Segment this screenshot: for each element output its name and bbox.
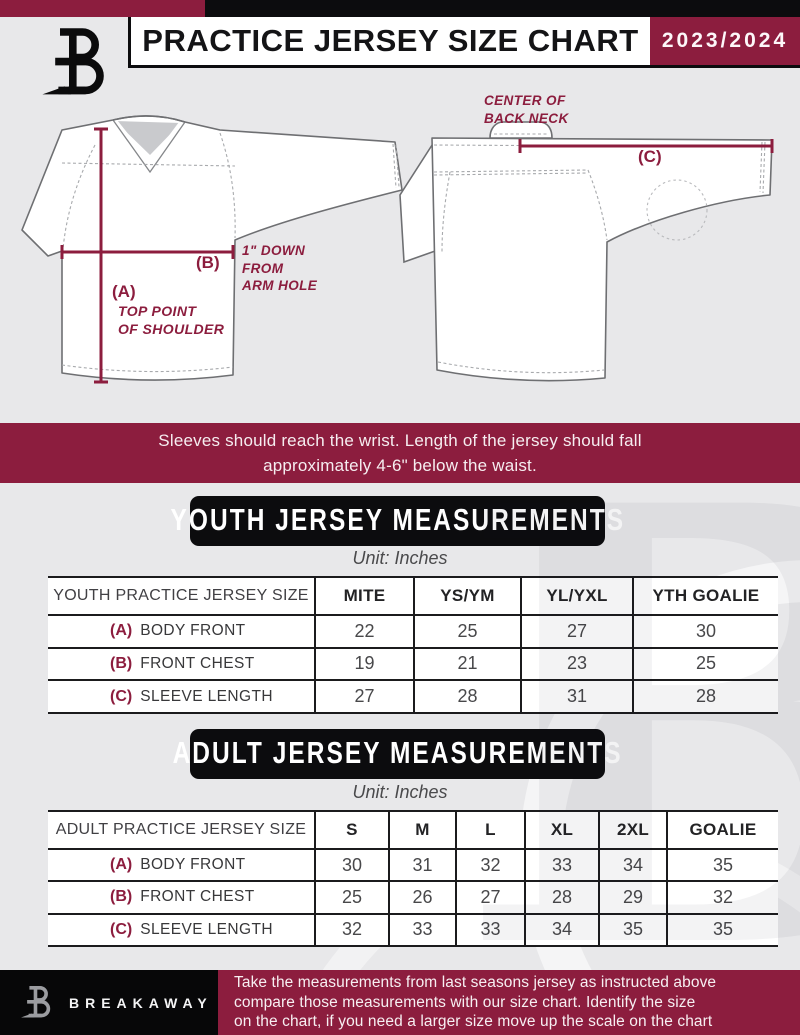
adult-size-table: ADULT PRACTICE JERSEY SIZE S M L XL 2XL … <box>48 810 778 947</box>
notice-line-1: Sleeves should reach the wrist. Length o… <box>158 431 642 450</box>
title-bar: PRACTICE JERSEY SIZE CHART <box>128 17 650 68</box>
table-header-cell: YTH GOALIE <box>634 576 778 616</box>
back-jersey-diagram <box>399 121 774 382</box>
table-cell: 28 <box>415 681 522 714</box>
table-cell: 29 <box>600 882 668 915</box>
table-header-cell: YS/YM <box>415 576 522 616</box>
table-cell: 32 <box>316 914 390 947</box>
table-cell: 31 <box>390 850 457 883</box>
top-strip-maroon <box>0 0 205 17</box>
adult-unit-label: Unit: Inches <box>352 782 448 802</box>
table-cell: 35 <box>600 914 668 947</box>
table-cell: 27 <box>457 882 526 915</box>
table-row-label: (C) SLEEVE LENGTH <box>48 914 316 947</box>
table-header-cell: 2XL <box>600 810 668 850</box>
table-header-cell: S <box>316 810 390 850</box>
table-header-cell: L <box>457 810 526 850</box>
table-cell: 33 <box>457 914 526 947</box>
table-header-cell: XL <box>526 810 600 850</box>
table-cell: 25 <box>634 649 778 682</box>
footer-instructions-block: Take the measurements from last seasons … <box>218 970 800 1035</box>
table-cell: 28 <box>634 681 778 714</box>
table-cell: 25 <box>415 616 522 649</box>
page-title: PRACTICE JERSEY SIZE CHART <box>142 23 639 58</box>
table-cell: 34 <box>526 914 600 947</box>
table-cell: 32 <box>668 882 778 915</box>
table-cell: 27 <box>316 681 415 714</box>
table-row-label: (A) BODY FRONT <box>48 616 316 649</box>
table-header-cell: M <box>390 810 457 850</box>
table-header-cell: GOALIE <box>668 810 778 850</box>
adult-section-header: ADULT JERSEY MEASUREMENTS <box>173 729 620 779</box>
brand-wordmark: BREAKAWAY <box>69 994 213 1011</box>
table-header-cell: YOUTH PRACTICE JERSEY SIZE <box>48 576 316 616</box>
table-header-cell: YL/YXL <box>522 576 634 616</box>
youth-size-table: YOUTH PRACTICE JERSEY SIZE MITE YS/YM YL… <box>48 576 778 714</box>
table-cell: 28 <box>526 882 600 915</box>
breakaway-monogram-icon <box>30 24 122 104</box>
table-cell: 32 <box>457 850 526 883</box>
table-header-cell: MITE <box>316 576 415 616</box>
measure-desc-c: CENTER OF BACK NECK <box>484 93 569 126</box>
table-cell: 21 <box>415 648 522 682</box>
table-cell: 34 <box>600 850 668 883</box>
youth-section-title: YOUTH JERSEY MEASUREMENTS <box>170 503 625 538</box>
table-cell: 35 <box>668 915 778 947</box>
table-cell: 35 <box>668 850 778 883</box>
table-cell: 19 <box>316 648 415 682</box>
notice-line-2: approximately 4-6" below the waist. <box>263 456 537 475</box>
table-row-label: (A) BODY FRONT <box>48 850 316 883</box>
table-cell: 26 <box>390 882 457 915</box>
top-strip-black <box>205 0 800 17</box>
table-cell: 22 <box>316 616 415 649</box>
table-cell: 33 <box>526 850 600 883</box>
youth-section-header: YOUTH JERSEY MEASUREMENTS <box>170 496 623 546</box>
table-cell: 33 <box>390 914 457 947</box>
table-cell: 30 <box>316 850 390 883</box>
table-header-cell: ADULT PRACTICE JERSEY SIZE <box>48 810 316 850</box>
table-cell: 23 <box>522 648 634 682</box>
footer-instructions-text: Take the measurements from last seasons … <box>234 974 717 1031</box>
season-label: 2023/2024 <box>661 29 789 52</box>
measure-desc-a: TOP POINT OF SHOULDER <box>118 303 225 337</box>
adult-section-title: ADULT JERSEY MEASUREMENTS <box>172 736 623 771</box>
breakaway-monogram-icon <box>18 984 56 1022</box>
measure-label-a: (A) <box>112 282 136 301</box>
front-jersey-diagram <box>21 115 403 384</box>
measure-desc-b: 1" DOWN FROM ARM HOLE <box>242 243 318 293</box>
fit-notice-banner: Sleeves should reach the wrist. Length o… <box>0 423 800 483</box>
measure-label-b: (B) <box>196 253 220 272</box>
table-row-label: (B) FRONT CHEST <box>48 648 316 682</box>
table-cell: 27 <box>522 616 634 649</box>
table-cell: 30 <box>634 616 778 649</box>
table-cell: 31 <box>522 681 634 714</box>
table-row-label: (B) FRONT CHEST <box>48 882 316 915</box>
table-row-label: (C) SLEEVE LENGTH <box>48 681 316 714</box>
season-badge: 2023/2024 <box>650 17 800 68</box>
table-cell: 25 <box>316 882 390 915</box>
youth-unit-label: Unit: Inches <box>352 548 448 568</box>
measure-label-c: (C) <box>638 147 662 166</box>
footer-brand-block: BREAKAWAY <box>0 970 218 1035</box>
